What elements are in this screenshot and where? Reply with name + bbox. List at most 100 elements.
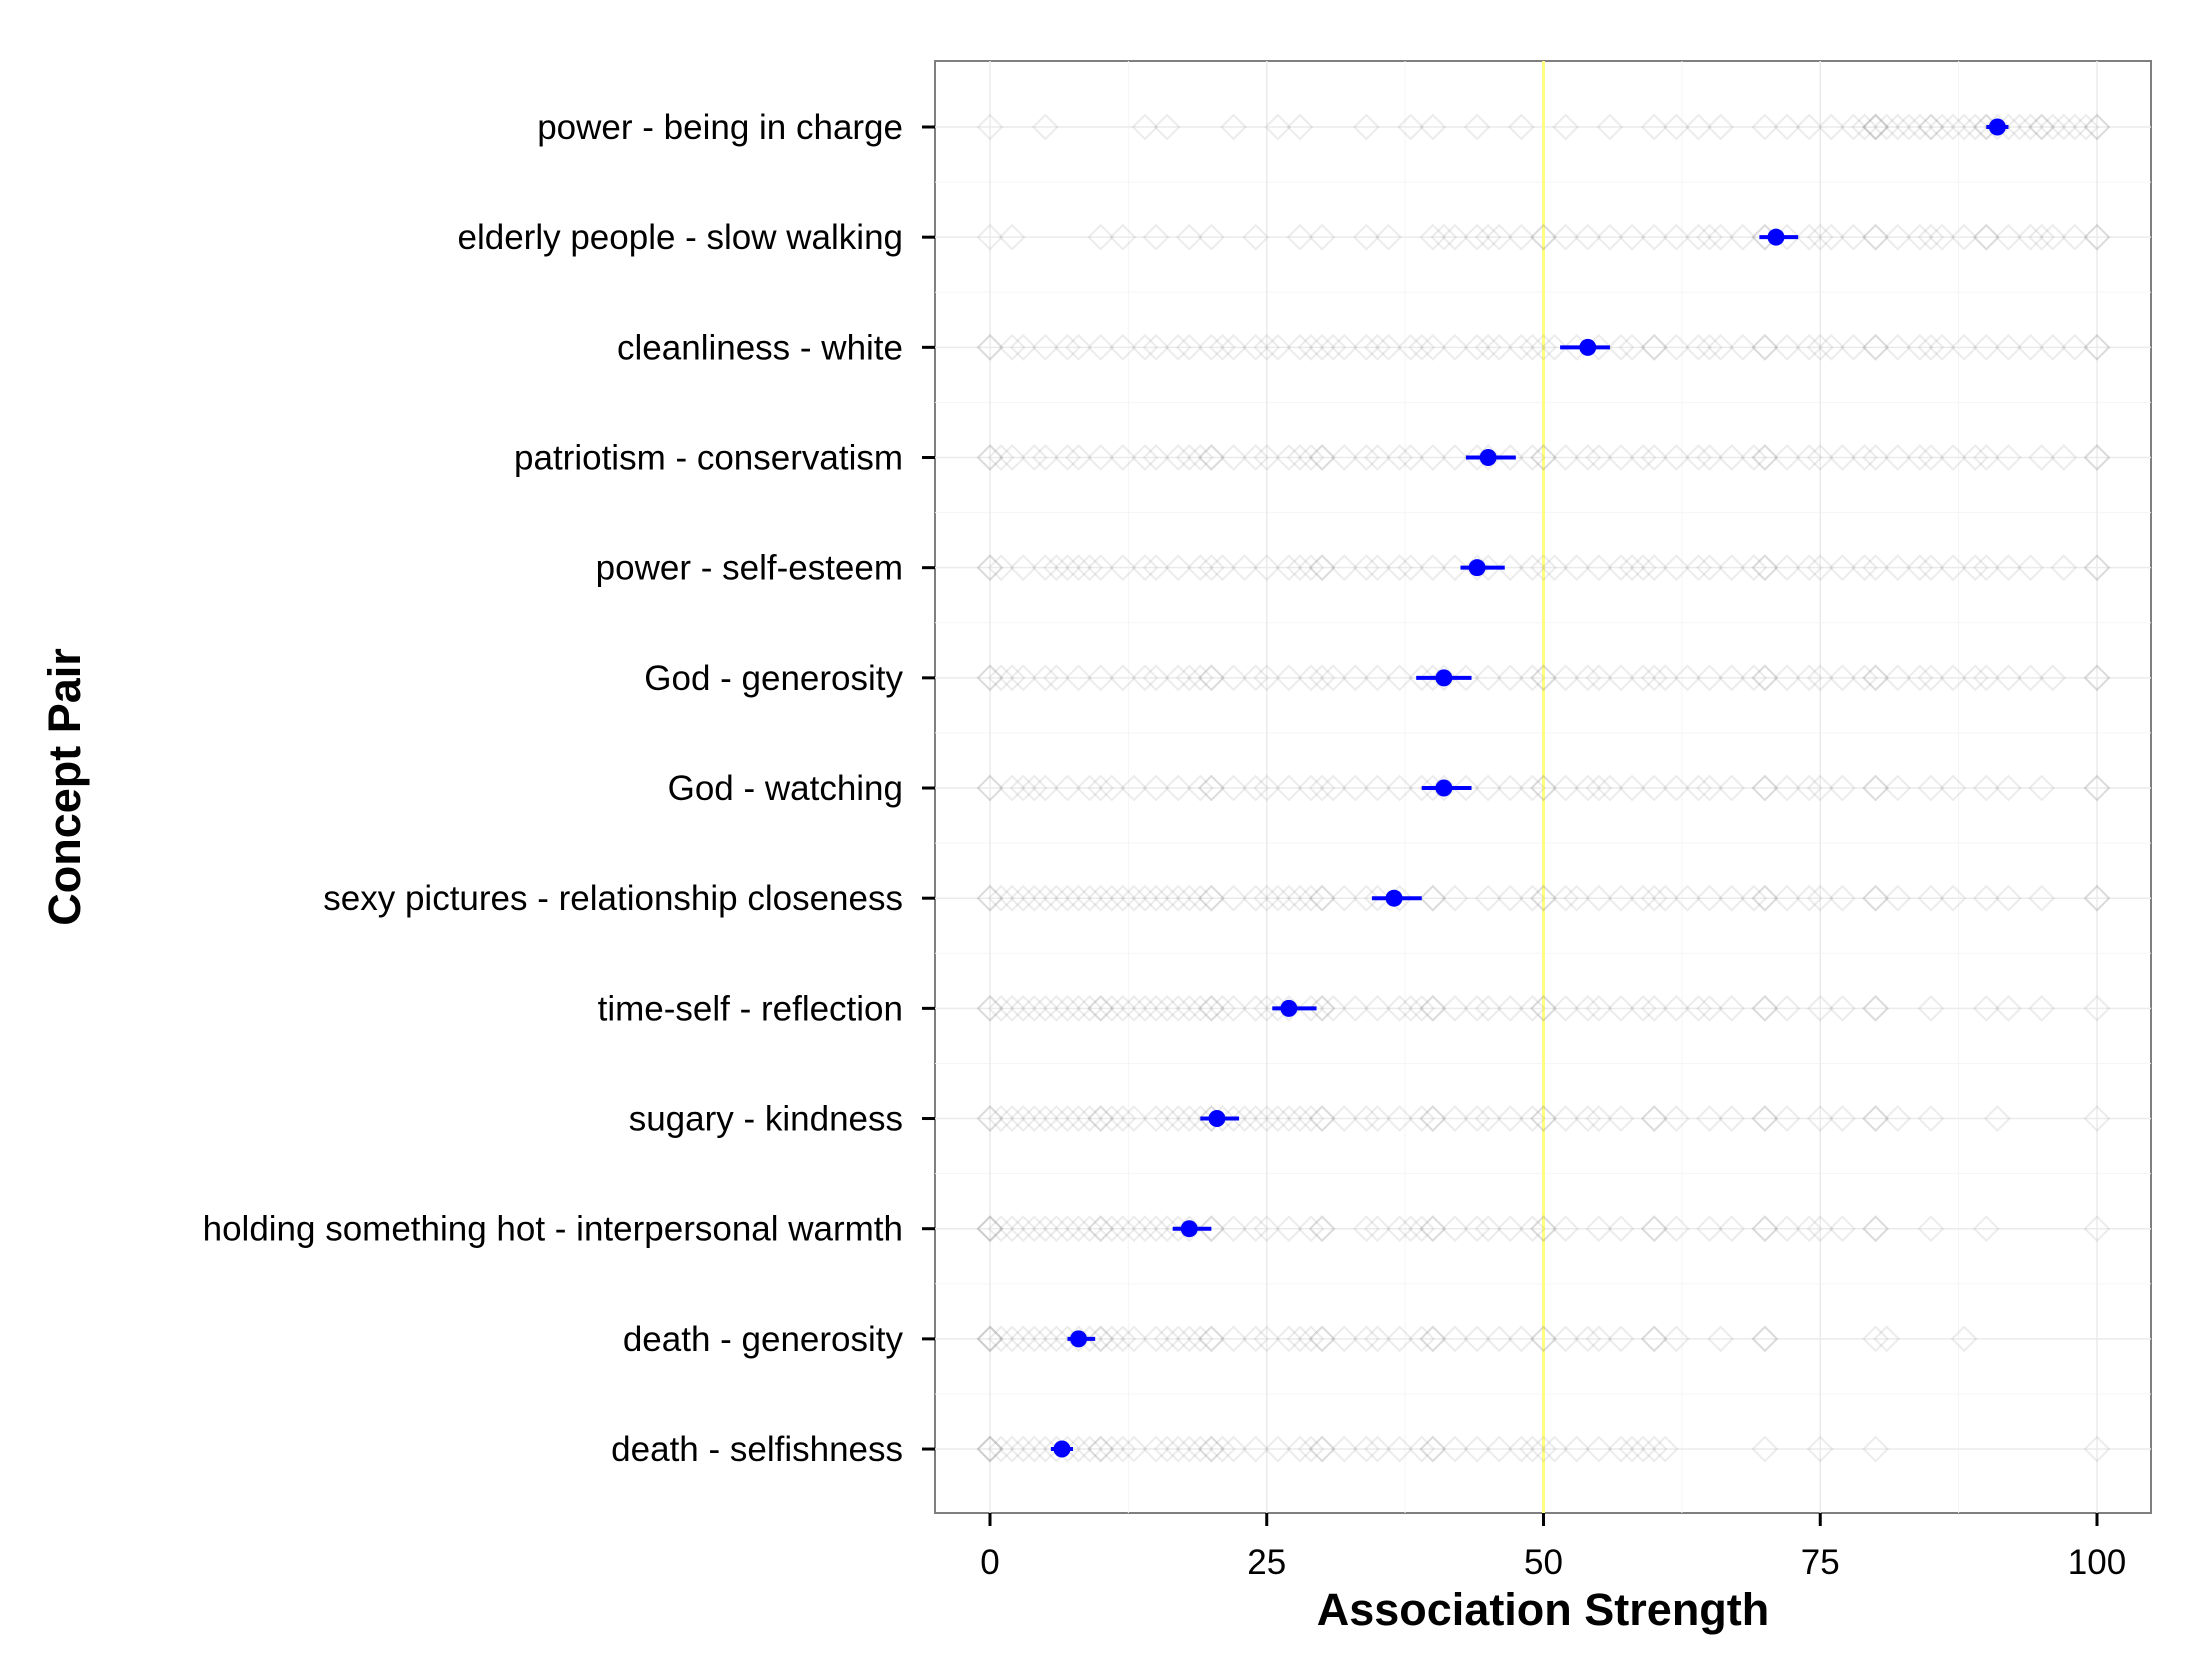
y-axis: power - being in charge elderly people - … [203, 108, 935, 1469]
raw-response-point [1364, 444, 1391, 471]
raw-response-point [1640, 113, 1668, 141]
raw-response-point [2083, 774, 2111, 802]
raw-response-point [1186, 664, 1214, 692]
raw-response-point [1142, 1105, 1170, 1132]
raw-response-point [976, 1215, 1004, 1243]
mean-point-death-generosity [1070, 1330, 1088, 1348]
raw-response-point [1640, 1215, 1668, 1243]
raw-response-point [1585, 994, 1613, 1022]
raw-response-point [2050, 554, 2078, 582]
y-tick-label: death - generosity [623, 1320, 904, 1359]
raw-response-point [1175, 1215, 1203, 1243]
raw-response-point [1441, 994, 1469, 1022]
raw-response-point [1341, 664, 1369, 692]
raw-response-point [1419, 884, 1447, 912]
raw-response-point [1308, 994, 1336, 1022]
raw-response-point [1065, 554, 1092, 582]
raw-response-point [1441, 223, 1469, 251]
raw-response-point [1607, 1215, 1635, 1243]
raw-response-point [1065, 1105, 1092, 1132]
raw-response-point [1685, 554, 1712, 582]
raw-response-point [976, 1215, 1004, 1243]
raw-response-point [1928, 223, 1956, 251]
raw-response-point [1397, 994, 1425, 1022]
raw-response-point [1950, 333, 1978, 361]
x-axis-title: Association Strength [1317, 1584, 1770, 1635]
raw-response-point [1718, 444, 1746, 471]
raw-response-point [1463, 1105, 1491, 1132]
raw-response-point [1817, 223, 1845, 251]
raw-response-point [1906, 333, 1934, 361]
raw-response-point [987, 664, 1015, 692]
raw-response-point [1696, 333, 1723, 361]
raw-response-point [1585, 444, 1613, 471]
raw-response-point [1530, 1215, 1557, 1243]
mean-point-sexy-pictures-relationship-closeness [1385, 889, 1403, 907]
raw-response-point [1795, 884, 1823, 912]
raw-response-point [1264, 113, 1292, 141]
raw-response-point [1740, 664, 1768, 692]
raw-response-point [1884, 113, 1912, 141]
raw-response-point [1054, 1215, 1081, 1243]
raw-response-point [1297, 333, 1325, 361]
raw-response-point [2050, 113, 2078, 141]
raw-response-point [1031, 664, 1059, 692]
raw-response-point [1076, 994, 1104, 1022]
raw-response-point [987, 1325, 1015, 1353]
raw-response-point [1242, 884, 1270, 912]
raw-response-point [1662, 444, 1690, 471]
raw-response-point [1297, 1215, 1325, 1243]
raw-response-point [1851, 664, 1878, 692]
raw-response-point [1585, 884, 1613, 912]
raw-response-point [1662, 1325, 1690, 1353]
raw-response-point [1496, 774, 1524, 802]
raw-response-point [2083, 1105, 2111, 1132]
raw-response-point [1740, 444, 1768, 471]
raw-response-point [976, 884, 1004, 912]
raw-response-point [1862, 113, 1890, 141]
raw-response-point [1740, 884, 1768, 912]
raw-response-point [1175, 884, 1203, 912]
raw-response-point [1397, 113, 1425, 141]
raw-response-point [1961, 664, 1989, 692]
raw-response-point [2083, 444, 2111, 471]
raw-response-point [1530, 223, 1557, 251]
raw-response-point [1474, 444, 1502, 471]
raw-response-point [1795, 113, 1823, 141]
raw-response-point [1197, 1325, 1225, 1353]
raw-response-point [1574, 664, 1602, 692]
raw-response-point [1197, 884, 1225, 912]
raw-response-point [2017, 554, 2044, 582]
raw-response-point [1286, 1325, 1314, 1353]
raw-response-point [998, 774, 1026, 802]
raw-response-point [1297, 1105, 1325, 1132]
raw-response-point [1751, 1435, 1779, 1463]
raw-response-point [1308, 1215, 1336, 1243]
raw-response-point [1541, 1435, 1568, 1463]
raw-response-point [1031, 554, 1059, 582]
raw-response-point [1164, 884, 1192, 912]
raw-response-point [1054, 884, 1081, 912]
raw-response-point [1197, 994, 1225, 1022]
raw-response-point [976, 774, 1004, 802]
raw-response-point [1773, 1215, 1801, 1243]
raw-response-point [1098, 1325, 1126, 1353]
raw-response-point [1142, 444, 1170, 471]
raw-response-point [1009, 994, 1037, 1022]
raw-response-point [1386, 774, 1414, 802]
raw-response-point [1795, 664, 1823, 692]
raw-response-point [1496, 664, 1524, 692]
raw-response-point [1519, 1435, 1546, 1463]
raw-response-point [1220, 333, 1247, 361]
raw-response-point [1330, 1325, 1358, 1353]
raw-response-point [2083, 774, 2111, 802]
raw-response-point [1463, 1215, 1491, 1243]
raw-response-point [1386, 554, 1414, 582]
raw-response-point [1618, 223, 1646, 251]
raw-response-point [1607, 994, 1635, 1022]
raw-response-point [1917, 223, 1945, 251]
raw-response-point [1806, 333, 1834, 361]
raw-response-point [1552, 1215, 1580, 1243]
raw-response-point [1629, 444, 1657, 471]
raw-response-point [1175, 223, 1203, 251]
